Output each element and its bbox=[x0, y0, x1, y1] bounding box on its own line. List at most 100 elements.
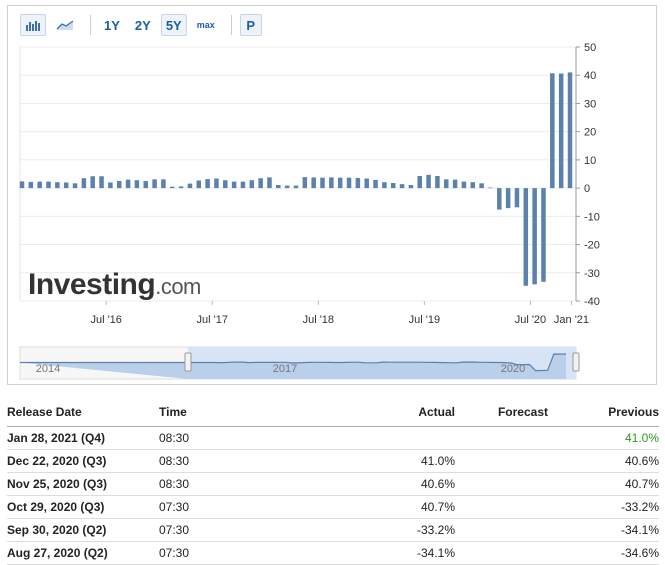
data-bar[interactable] bbox=[558, 73, 564, 189]
bar-chart: 50 40 30 20 10 0 -10 -20 -30 -40 Jul '16 Jul '17 Jul… bbox=[19, 42, 600, 380]
data-bar[interactable] bbox=[514, 188, 520, 208]
navigator-label: 2020 bbox=[501, 363, 525, 375]
data-bar[interactable] bbox=[470, 182, 476, 189]
release-date-cell: Aug 27, 2020 (Q2) bbox=[7, 541, 159, 565]
data-bar[interactable] bbox=[267, 177, 272, 189]
data-bar[interactable] bbox=[435, 175, 440, 189]
data-bar[interactable] bbox=[488, 187, 493, 189]
data-bar[interactable] bbox=[426, 174, 431, 189]
chart-container: 1Y 2Y 5Y max P 50 40 30 20 10 0 -10 -20 -30 -40 Ju… bbox=[7, 5, 657, 385]
data-bar[interactable] bbox=[444, 179, 449, 189]
data-bar[interactable] bbox=[108, 182, 113, 189]
data-bar[interactable] bbox=[452, 179, 458, 189]
data-bar[interactable] bbox=[46, 181, 51, 189]
data-bar[interactable] bbox=[302, 177, 308, 189]
y-tick-label: 20 bbox=[584, 127, 596, 139]
p-button[interactable]: P bbox=[239, 14, 262, 36]
range-5y-button[interactable]: 5Y bbox=[160, 14, 187, 36]
header-previous[interactable]: Previous bbox=[548, 400, 659, 427]
forecast-cell bbox=[455, 518, 548, 542]
y-tick-label: -10 bbox=[584, 211, 600, 223]
data-bar[interactable] bbox=[355, 177, 361, 189]
data-bar[interactable] bbox=[497, 188, 502, 210]
data-bar[interactable] bbox=[408, 185, 414, 189]
data-bar[interactable] bbox=[99, 176, 104, 189]
data-bar[interactable] bbox=[293, 185, 299, 189]
data-bar[interactable] bbox=[196, 180, 202, 189]
data-bar[interactable] bbox=[116, 181, 122, 189]
data-bar[interactable] bbox=[567, 72, 573, 189]
forecast-cell bbox=[455, 495, 548, 519]
area-chart-icon[interactable] bbox=[51, 14, 79, 36]
time-cell: 07:30 bbox=[159, 541, 319, 565]
data-bar[interactable] bbox=[346, 177, 352, 189]
data-bar[interactable] bbox=[214, 178, 219, 189]
data-bar[interactable] bbox=[364, 178, 369, 189]
header-release-date[interactable]: Release Date bbox=[7, 400, 159, 427]
navigator-right-handle[interactable] bbox=[572, 352, 580, 372]
data-bar[interactable] bbox=[284, 185, 290, 189]
data-bar[interactable] bbox=[72, 183, 78, 189]
data-bar[interactable] bbox=[134, 180, 140, 189]
data-bar[interactable] bbox=[258, 178, 263, 189]
previous-cell: 40.6% bbox=[548, 449, 659, 473]
navigator-series bbox=[20, 353, 567, 372]
navigator-label: 2017 bbox=[273, 363, 297, 375]
navigator-left-handle[interactable] bbox=[184, 352, 192, 372]
data-bar[interactable] bbox=[81, 178, 87, 189]
x-tick-label: Jan '21 bbox=[554, 314, 589, 326]
data-bar[interactable] bbox=[373, 179, 378, 189]
navigator-area bbox=[20, 354, 566, 379]
data-bar[interactable] bbox=[187, 183, 193, 189]
data-bar[interactable] bbox=[461, 181, 467, 189]
data-bar[interactable] bbox=[249, 180, 255, 189]
data-bar[interactable] bbox=[161, 179, 166, 189]
header-forecast[interactable]: Forecast bbox=[455, 400, 548, 427]
data-bar[interactable] bbox=[178, 186, 184, 189]
data-bar[interactable] bbox=[170, 186, 175, 189]
x-tick-label: Jul '17 bbox=[197, 314, 228, 326]
data-bar[interactable] bbox=[541, 188, 546, 282]
data-bar[interactable] bbox=[231, 181, 237, 189]
forecast-cell bbox=[455, 472, 548, 496]
data-bar[interactable] bbox=[523, 188, 529, 286]
bar-chart-icon[interactable] bbox=[20, 14, 46, 36]
previous-cell: 40.7% bbox=[548, 472, 659, 496]
data-bar[interactable] bbox=[90, 176, 95, 189]
data-bar[interactable] bbox=[63, 182, 69, 189]
data-bar[interactable] bbox=[337, 177, 343, 189]
data-bar[interactable] bbox=[37, 181, 42, 189]
data-bar[interactable] bbox=[28, 181, 34, 189]
release-date-cell: Dec 22, 2020 (Q3) bbox=[7, 449, 159, 473]
data-bar[interactable] bbox=[276, 185, 281, 189]
data-bar[interactable] bbox=[152, 179, 157, 189]
data-bar[interactable] bbox=[311, 177, 316, 189]
data-bar[interactable] bbox=[223, 180, 228, 189]
data-bar[interactable] bbox=[329, 177, 334, 189]
data-bar[interactable] bbox=[320, 177, 325, 189]
data-bar[interactable] bbox=[143, 181, 148, 189]
x-tick-label: Jul '19 bbox=[409, 314, 440, 326]
data-bar[interactable] bbox=[55, 182, 60, 189]
toolbar-divider bbox=[230, 15, 232, 35]
data-bar[interactable] bbox=[240, 181, 246, 189]
range-2y-button[interactable]: 2Y bbox=[134, 17, 151, 33]
data-bar[interactable] bbox=[205, 179, 210, 189]
x-tick-label: Jul '16 bbox=[90, 314, 121, 326]
data-bar[interactable] bbox=[19, 181, 25, 189]
header-time[interactable]: Time bbox=[159, 400, 319, 427]
range-max-button[interactable]: max bbox=[196, 20, 215, 30]
range-1y-button[interactable]: 1Y bbox=[104, 17, 120, 33]
data-bar[interactable] bbox=[505, 188, 511, 209]
data-bar[interactable] bbox=[479, 183, 484, 189]
data-bar[interactable] bbox=[399, 184, 405, 189]
data-bar[interactable] bbox=[390, 183, 396, 189]
data-bar[interactable] bbox=[125, 179, 131, 189]
data-bar[interactable] bbox=[382, 182, 387, 189]
data-bar[interactable] bbox=[417, 175, 422, 189]
y-tick-label: 40 bbox=[584, 70, 596, 82]
data-bar[interactable] bbox=[532, 188, 537, 285]
header-actual[interactable]: Actual bbox=[319, 400, 455, 427]
release-table: Release Date Time Actual Forecast Previo… bbox=[7, 400, 659, 565]
data-bar[interactable] bbox=[550, 73, 555, 189]
